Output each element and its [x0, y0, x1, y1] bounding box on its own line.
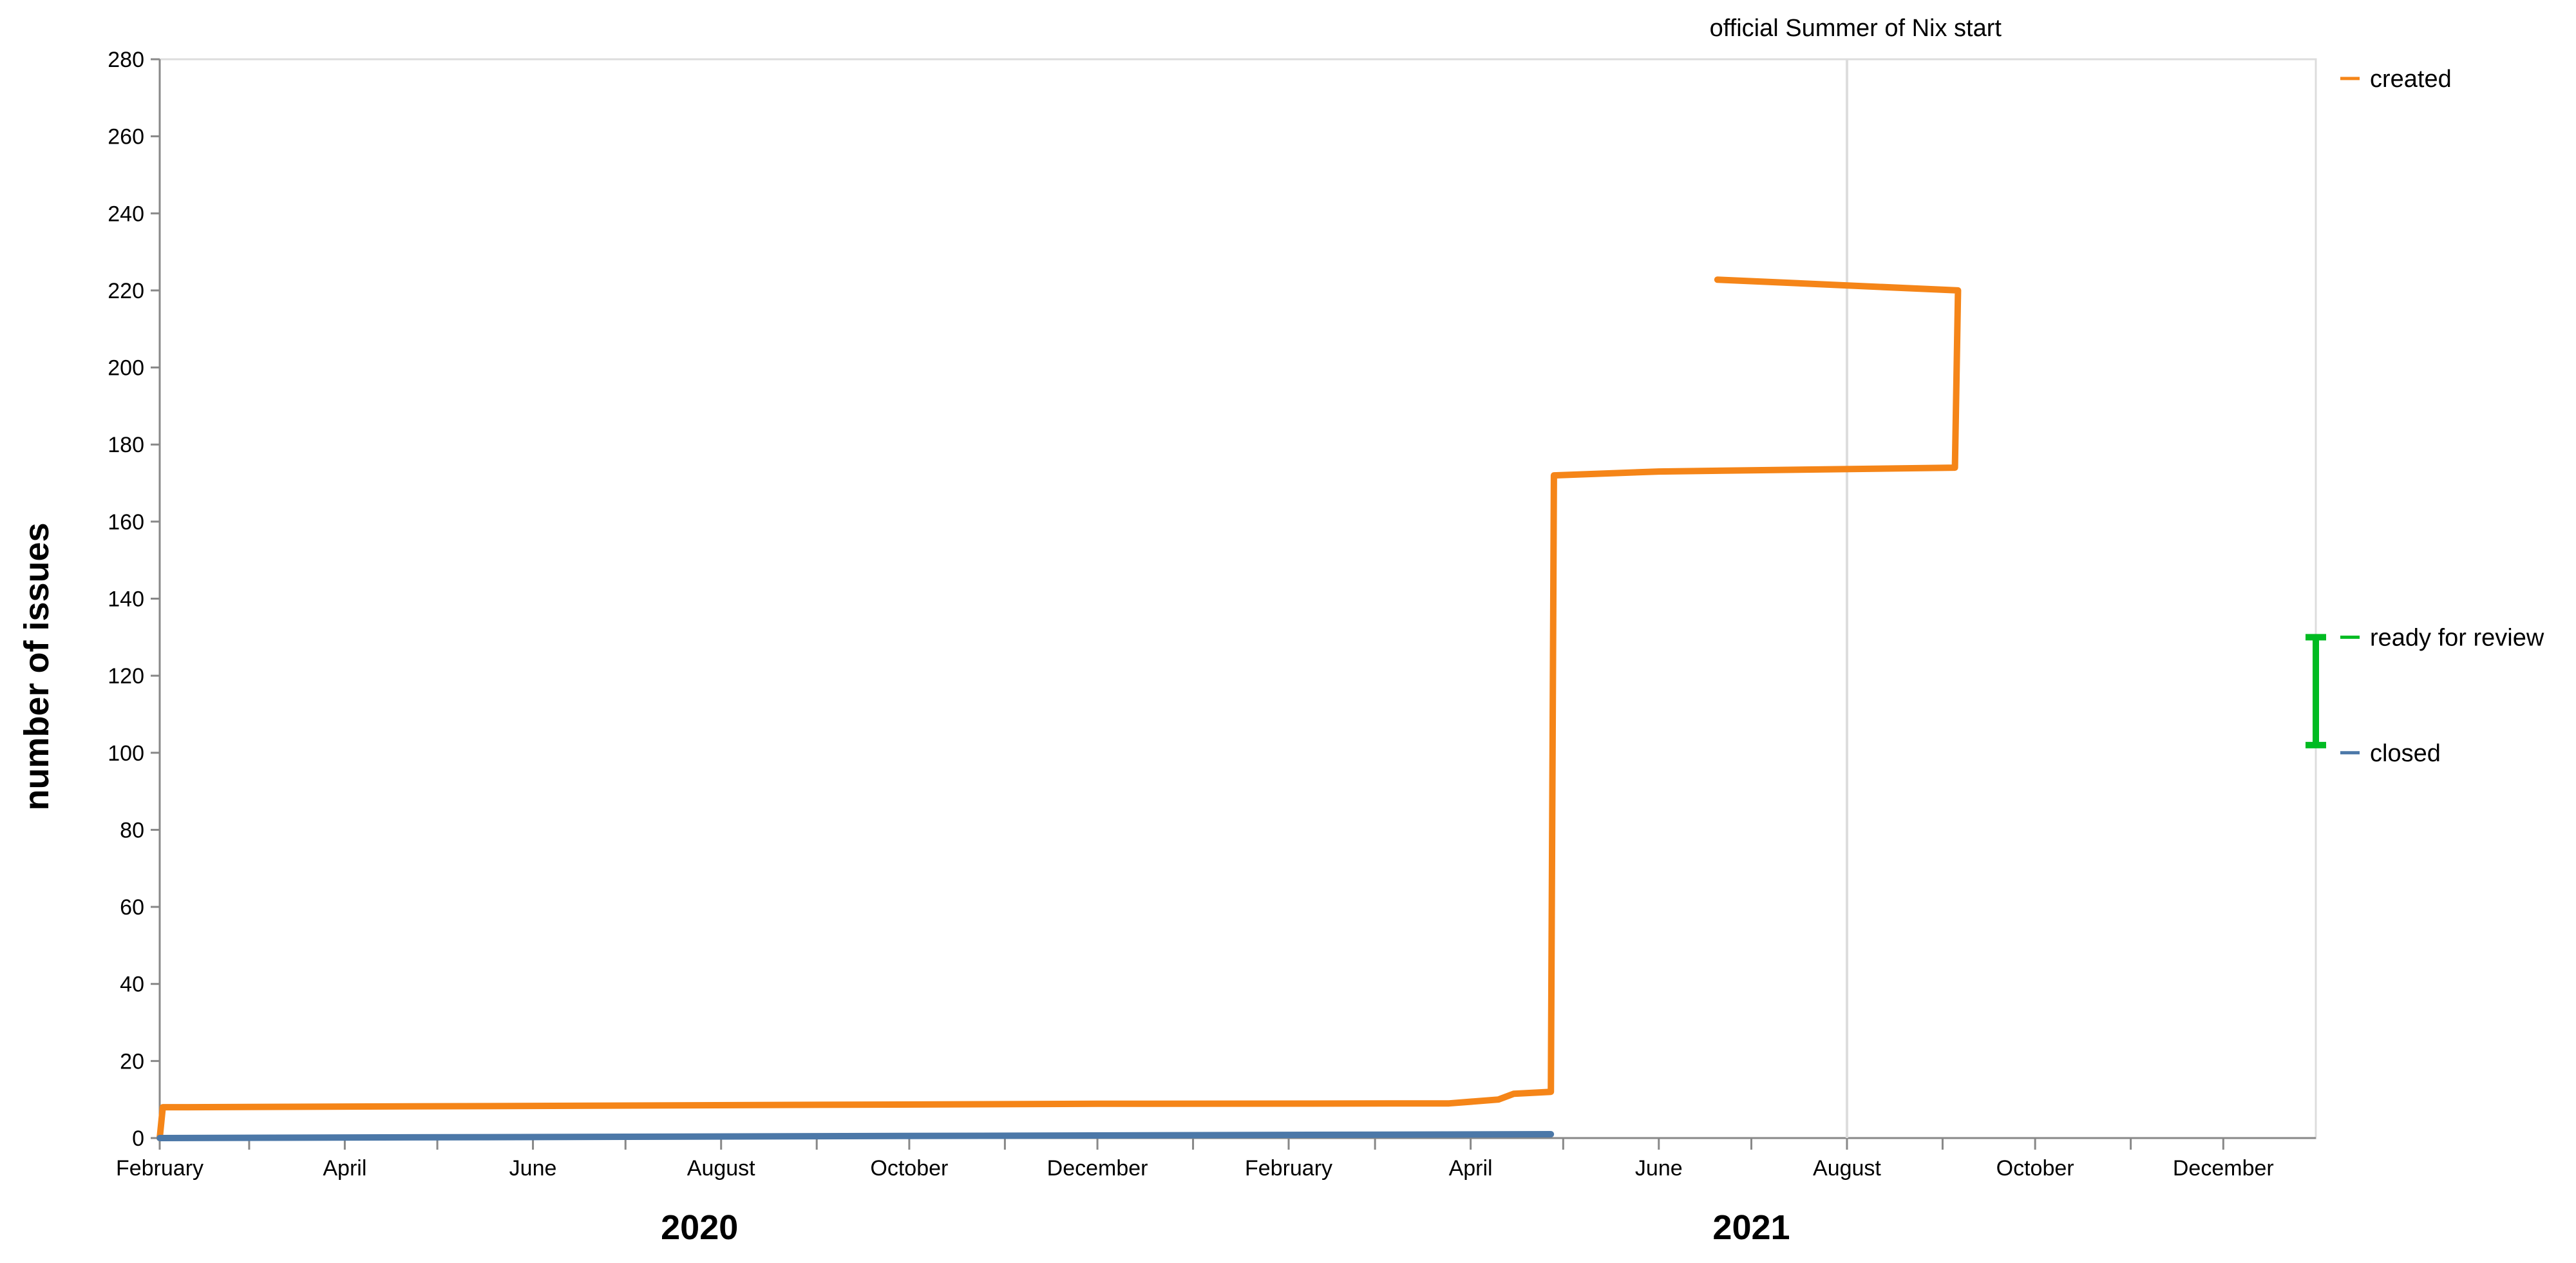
x-tick-label: June: [509, 1156, 557, 1181]
series-layer: [156, 276, 2326, 1141]
x-tick-label: October: [1996, 1156, 2074, 1181]
y-tick-label: 40: [120, 973, 144, 997]
y-tick-label: 260: [108, 125, 144, 149]
y-tick-label: 280: [108, 48, 144, 72]
y-axis: 0 20 40 60 80 100 120 140 160 180 200 220 240 260 280: [108, 48, 161, 1151]
y-tick-label: 60: [120, 895, 144, 920]
x-tick-label: October: [870, 1156, 948, 1181]
y-tick-label: 220: [108, 279, 144, 303]
y-tick-label: 100: [108, 741, 144, 766]
y-tick-label: 140: [108, 587, 144, 612]
x-tick-label: June: [1635, 1156, 1683, 1181]
plot-area: [158, 58, 2317, 1139]
series-line-closed: [156, 1131, 1555, 1141]
x-year-label: 2020: [661, 1208, 738, 1247]
y-tick-label: 200: [108, 356, 144, 381]
y-tick-label: 240: [108, 202, 144, 226]
x-tick-label: April: [323, 1156, 366, 1181]
x-tick-label: December: [2173, 1156, 2274, 1181]
legend-label-ready-for-review: ready for review: [2370, 624, 2544, 651]
x-year-label: 2021: [1712, 1208, 1790, 1247]
x-tick-label: August: [687, 1156, 755, 1181]
x-tick-label: August: [1813, 1156, 1881, 1181]
series-line-created: [156, 276, 1962, 1141]
x-tick-label: April: [1449, 1156, 1493, 1181]
y-tick-label: 80: [120, 818, 144, 842]
summer-of-nix-start-label: official Summer of Nix start: [1710, 15, 2002, 42]
y-tick-label: 180: [108, 433, 144, 457]
legend: created ready for review closed: [2340, 66, 2544, 767]
y-tick-label: 120: [108, 664, 144, 688]
annotation-layer: official Summer of Nix start: [1710, 15, 2002, 1138]
y-tick-label: 20: [120, 1049, 144, 1074]
legend-label-created: created: [2370, 66, 2452, 93]
y-tick-label: 0: [132, 1126, 144, 1151]
y-axis-title: number of issues: [17, 522, 56, 810]
x-axis: February April June August October December Fe…: [116, 1137, 2316, 1247]
x-tick-label: December: [1047, 1156, 1148, 1181]
x-tick-label: February: [116, 1156, 204, 1181]
y-tick-label: 160: [108, 510, 144, 535]
plot-frame: [158, 58, 2317, 1139]
x-tick-label: February: [1245, 1156, 1332, 1181]
legend-label-closed: closed: [2370, 740, 2441, 767]
